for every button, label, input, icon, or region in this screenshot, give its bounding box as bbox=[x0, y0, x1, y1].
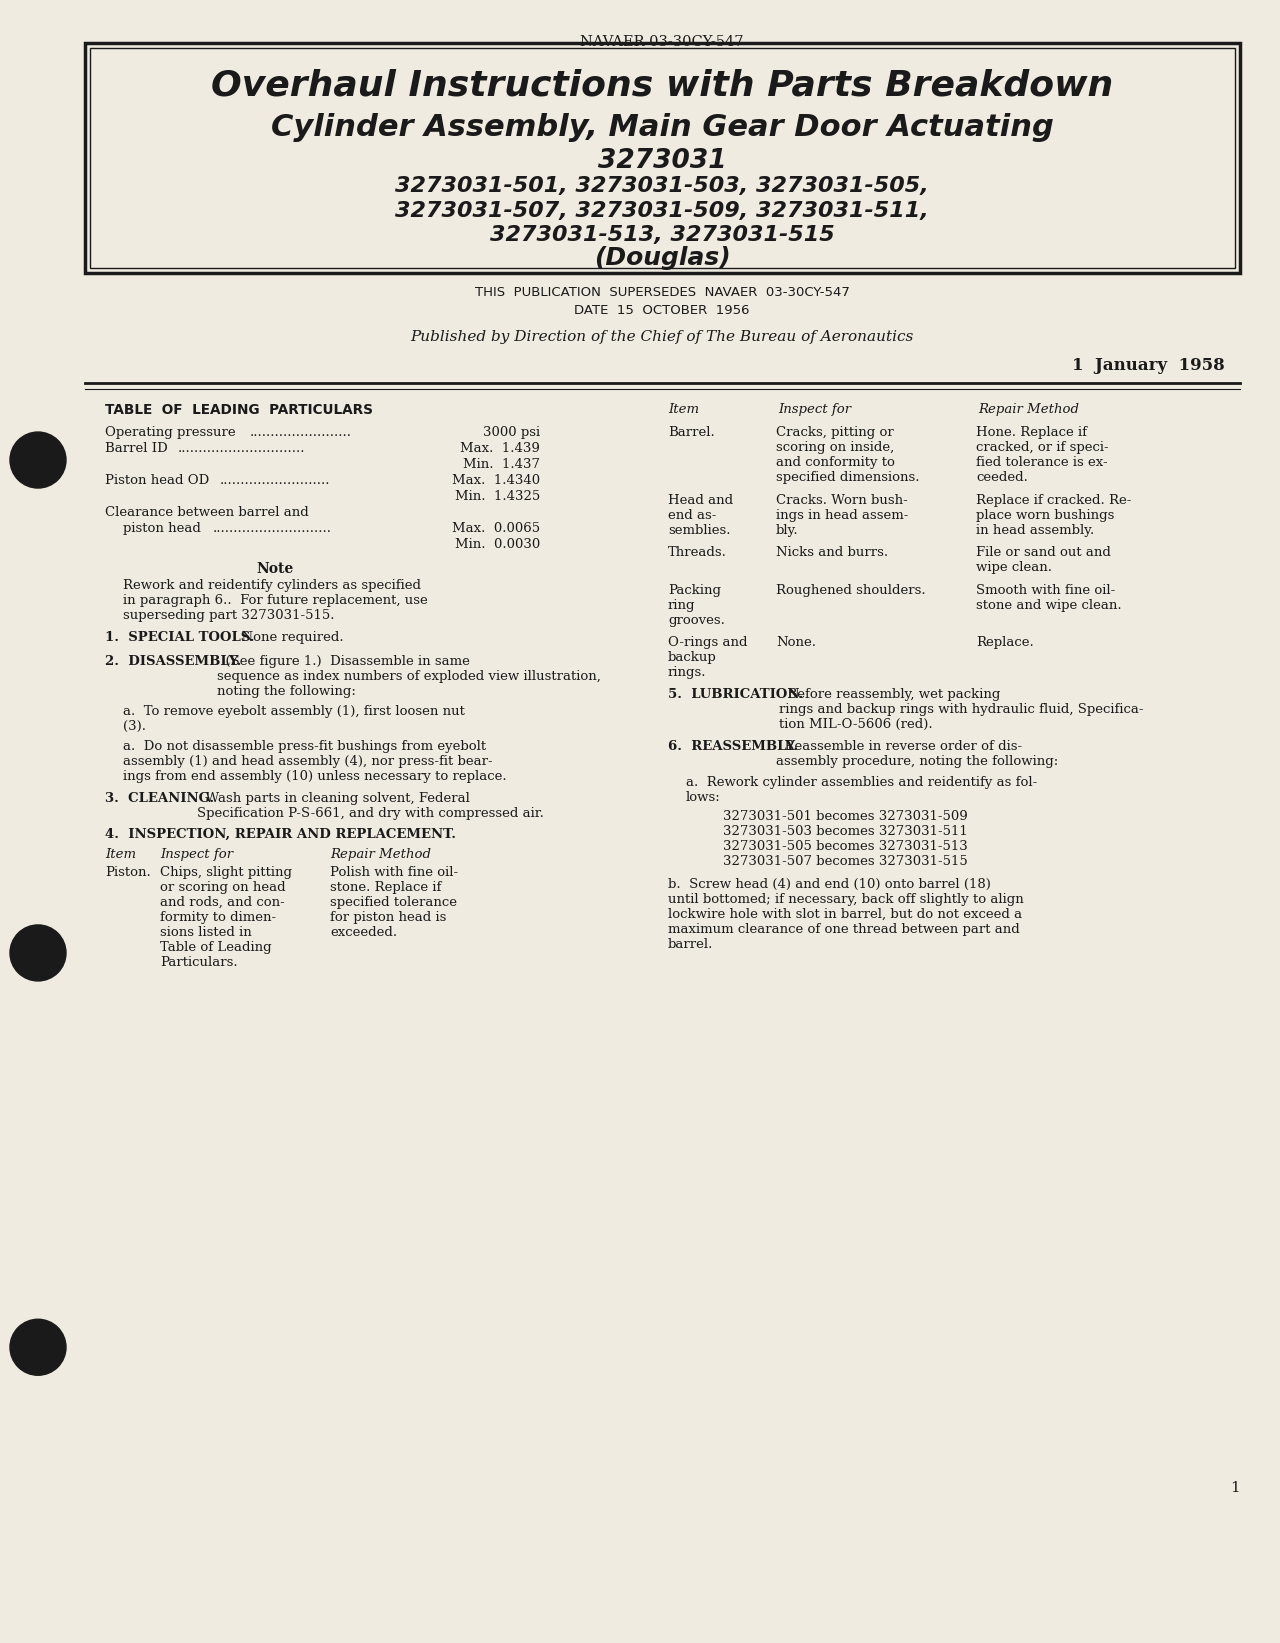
Text: Note: Note bbox=[256, 562, 293, 577]
Text: Replace.: Replace. bbox=[977, 636, 1034, 649]
Circle shape bbox=[10, 925, 67, 981]
Text: ............................: ............................ bbox=[212, 522, 332, 536]
Text: Polish with fine oil-
stone. Replace if
specified tolerance
for piston head is
e: Polish with fine oil- stone. Replace if … bbox=[330, 866, 458, 940]
Text: 5.  LUBRICATION.: 5. LUBRICATION. bbox=[668, 688, 804, 702]
Text: Rework and reidentify cylinders as specified
in paragraph 6..  For future replac: Rework and reidentify cylinders as speci… bbox=[123, 578, 428, 623]
Text: Barrel ID: Barrel ID bbox=[105, 442, 168, 455]
Text: None.: None. bbox=[776, 636, 817, 649]
Text: 3000 psi: 3000 psi bbox=[483, 426, 540, 439]
Text: 1: 1 bbox=[1230, 1480, 1240, 1495]
Text: ..............................: .............................. bbox=[178, 442, 306, 455]
Text: 3273031: 3273031 bbox=[598, 148, 726, 174]
Text: Item: Item bbox=[105, 848, 136, 861]
Text: 1  January  1958: 1 January 1958 bbox=[1073, 358, 1225, 375]
Text: 6.  REASSEMBLY.: 6. REASSEMBLY. bbox=[668, 739, 799, 752]
Text: TABLE  OF  LEADING  PARTICULARS: TABLE OF LEADING PARTICULARS bbox=[105, 403, 372, 417]
Text: Reassemble in reverse order of dis-
assembly procedure, noting the following:: Reassemble in reverse order of dis- asse… bbox=[776, 739, 1059, 767]
Text: Inspect for: Inspect for bbox=[778, 403, 851, 416]
Text: Clearance between barrel and: Clearance between barrel and bbox=[105, 506, 308, 519]
Text: (Douglas): (Douglas) bbox=[594, 246, 731, 269]
Text: 4.  INSPECTION, REPAIR AND REPLACEMENT.: 4. INSPECTION, REPAIR AND REPLACEMENT. bbox=[105, 828, 456, 841]
Text: 3273031-501 becomes 3273031-509
3273031-503 becomes 3273031-511
3273031-505 beco: 3273031-501 becomes 3273031-509 3273031-… bbox=[723, 810, 968, 868]
Text: 1.  SPECIAL TOOLS.: 1. SPECIAL TOOLS. bbox=[105, 631, 255, 644]
Text: Wash parts in cleaning solvent, Federal
Specification P-S-661, and dry with comp: Wash parts in cleaning solvent, Federal … bbox=[197, 792, 544, 820]
Text: Repair Method: Repair Method bbox=[330, 848, 431, 861]
Text: O-rings and
backup
rings.: O-rings and backup rings. bbox=[668, 636, 748, 679]
Text: Max.  1.439: Max. 1.439 bbox=[460, 442, 540, 455]
Text: Barrel.: Barrel. bbox=[668, 426, 714, 439]
Text: Piston.: Piston. bbox=[105, 866, 151, 879]
Text: 3273031-501, 3273031-503, 3273031-505,: 3273031-501, 3273031-503, 3273031-505, bbox=[396, 176, 929, 196]
Text: Min.  1.437: Min. 1.437 bbox=[463, 458, 540, 472]
Text: NAVAER 03-30CY-547: NAVAER 03-30CY-547 bbox=[580, 35, 744, 49]
Text: Min.  0.0030: Min. 0.0030 bbox=[454, 537, 540, 550]
Text: 3273031-513, 3273031-515: 3273031-513, 3273031-515 bbox=[490, 225, 835, 245]
Text: Operating pressure: Operating pressure bbox=[105, 426, 236, 439]
Text: Nicks and burrs.: Nicks and burrs. bbox=[776, 545, 888, 559]
Text: DATE  15  OCTOBER  1956: DATE 15 OCTOBER 1956 bbox=[575, 304, 750, 317]
Text: a.  Rework cylinder assemblies and reidentify as fol-
lows:: a. Rework cylinder assemblies and reiden… bbox=[686, 775, 1037, 803]
Text: Packing
ring
grooves.: Packing ring grooves. bbox=[668, 583, 724, 628]
Text: THIS  PUBLICATION  SUPERSEDES  NAVAER  03-30CY-547: THIS PUBLICATION SUPERSEDES NAVAER 03-30… bbox=[475, 286, 850, 299]
Text: Published by Direction of the Chief of The Bureau of Aeronautics: Published by Direction of the Chief of T… bbox=[411, 330, 914, 343]
Bar bbox=[84, 43, 1240, 273]
Text: 3.  CLEANING.: 3. CLEANING. bbox=[105, 792, 214, 805]
Circle shape bbox=[10, 432, 67, 488]
Text: a.  To remove eyebolt assembly (1), first loosen nut
(3).: a. To remove eyebolt assembly (1), first… bbox=[123, 705, 465, 733]
Text: a.  Do not disassemble press-fit bushings from eyebolt
assembly (1) and head ass: a. Do not disassemble press-fit bushings… bbox=[123, 739, 507, 784]
Text: 2.  DISASSEMBLY.: 2. DISASSEMBLY. bbox=[105, 656, 242, 669]
Text: Min.  1.4325: Min. 1.4325 bbox=[454, 490, 540, 503]
Text: Repair Method: Repair Method bbox=[978, 403, 1079, 416]
Text: b.  Screw head (4) and end (10) onto barrel (18)
until bottomed; if necessary, b: b. Screw head (4) and end (10) onto barr… bbox=[668, 877, 1024, 951]
Text: Inspect for: Inspect for bbox=[160, 848, 233, 861]
Text: Overhaul Instructions with Parts Breakdown: Overhaul Instructions with Parts Breakdo… bbox=[211, 67, 1114, 102]
Text: Before reassembly, wet packing
rings and backup rings with hydraulic fluid, Spec: Before reassembly, wet packing rings and… bbox=[780, 688, 1143, 731]
Text: Hone. Replace if
cracked, or if speci-
fied tolerance is ex-
ceeded.: Hone. Replace if cracked, or if speci- f… bbox=[977, 426, 1108, 485]
Text: Threads.: Threads. bbox=[668, 545, 727, 559]
Circle shape bbox=[10, 1319, 67, 1375]
Text: Head and
end as-
semblies.: Head and end as- semblies. bbox=[668, 495, 733, 537]
Text: Max.  1.4340: Max. 1.4340 bbox=[452, 473, 540, 486]
Text: Chips, slight pitting
or scoring on head
and rods, and con-
formity to dimen-
si: Chips, slight pitting or scoring on head… bbox=[160, 866, 292, 969]
Text: File or sand out and
wipe clean.: File or sand out and wipe clean. bbox=[977, 545, 1111, 573]
Text: Cylinder Assembly, Main Gear Door Actuating: Cylinder Assembly, Main Gear Door Actuat… bbox=[270, 113, 1053, 143]
Text: Smooth with fine oil-
stone and wipe clean.: Smooth with fine oil- stone and wipe cle… bbox=[977, 583, 1121, 611]
Text: Cracks, pitting or
scoring on inside,
and conformity to
specified dimensions.: Cracks, pitting or scoring on inside, an… bbox=[776, 426, 919, 485]
Text: Item: Item bbox=[668, 403, 699, 416]
Text: Max.  0.0065: Max. 0.0065 bbox=[452, 522, 540, 536]
Text: ........................: ........................ bbox=[250, 426, 352, 439]
Text: (See figure 1.)  Disassemble in same
sequence as index numbers of exploded view : (See figure 1.) Disassemble in same sequ… bbox=[218, 656, 600, 698]
Text: Replace if cracked. Re-
place worn bushings
in head assembly.: Replace if cracked. Re- place worn bushi… bbox=[977, 495, 1132, 537]
Text: None required.: None required. bbox=[233, 631, 343, 644]
Text: Cracks. Worn bush-
ings in head assem-
bly.: Cracks. Worn bush- ings in head assem- b… bbox=[776, 495, 909, 537]
Bar bbox=[90, 48, 1235, 268]
Text: piston head: piston head bbox=[123, 522, 201, 536]
Text: Piston head OD: Piston head OD bbox=[105, 473, 209, 486]
Text: 3273031-507, 3273031-509, 3273031-511,: 3273031-507, 3273031-509, 3273031-511, bbox=[396, 200, 929, 222]
Text: Roughened shoulders.: Roughened shoulders. bbox=[776, 583, 925, 596]
Text: ..........................: .......................... bbox=[220, 473, 330, 486]
